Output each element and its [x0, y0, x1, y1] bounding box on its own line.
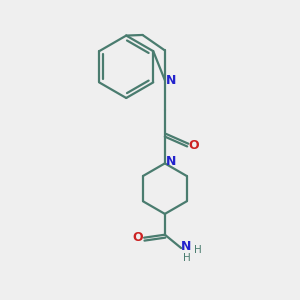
- Text: O: O: [132, 231, 143, 244]
- Text: O: O: [188, 139, 199, 152]
- Text: N: N: [166, 74, 177, 87]
- Text: N: N: [166, 155, 177, 168]
- Text: N: N: [182, 240, 192, 253]
- Text: H: H: [183, 254, 190, 263]
- Text: H: H: [194, 244, 201, 255]
